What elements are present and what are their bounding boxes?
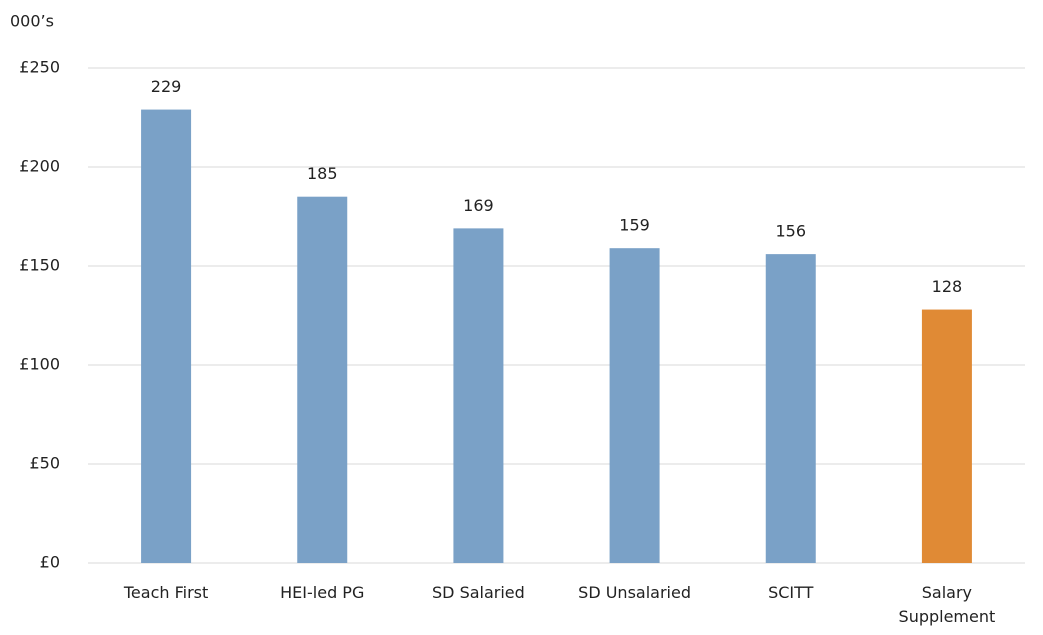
y-unit-label: 000’s	[10, 12, 54, 31]
value-label: 169	[463, 196, 494, 215]
y-tick-label: £250	[19, 58, 60, 77]
x-tick-label: SD Unsalaried	[578, 583, 691, 602]
x-tick-label: HEI-led PG	[280, 583, 365, 602]
bar	[921, 309, 972, 563]
bar	[141, 109, 192, 563]
bar	[609, 248, 660, 563]
bar	[297, 196, 348, 563]
y-tick-label: £150	[19, 256, 60, 275]
value-label: 159	[619, 216, 650, 235]
y-tick-label: £100	[19, 355, 60, 374]
bar	[453, 228, 504, 563]
x-tick-label: Teach First	[123, 583, 209, 602]
bar	[765, 254, 816, 563]
y-tick-label: £0	[40, 553, 60, 572]
value-label: 229	[151, 77, 182, 96]
y-tick-label: £50	[29, 454, 60, 473]
x-tick-label: SCITT	[768, 583, 814, 602]
x-tick-label: Salary Supplement	[898, 583, 996, 626]
value-label: 156	[775, 222, 806, 241]
value-label: 128	[932, 277, 963, 296]
x-tick-label: SD Salaried	[432, 583, 525, 602]
value-label: 185	[307, 164, 338, 183]
y-tick-label: £200	[19, 157, 60, 176]
